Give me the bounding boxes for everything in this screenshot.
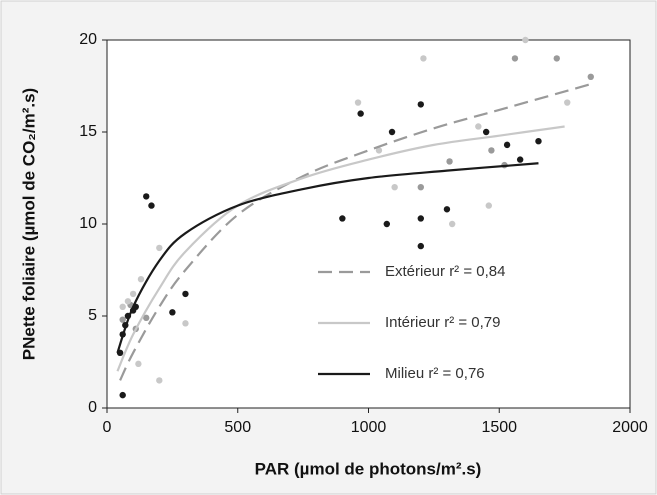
- data-point: [391, 184, 398, 191]
- data-point: [129, 290, 137, 298]
- data-point: [417, 242, 424, 250]
- data-point: [482, 128, 490, 136]
- data-point: [124, 298, 132, 305]
- data-point: [388, 128, 396, 136]
- y-tick-label: 15: [79, 123, 97, 140]
- data-point: [148, 202, 155, 209]
- legend-label: Milieu r² = 0,76: [385, 365, 485, 382]
- data-point: [446, 158, 453, 165]
- data-point: [503, 141, 511, 149]
- data-point: [420, 55, 427, 62]
- legend-label: Extérieur r² = 0,84: [385, 263, 505, 280]
- data-point: [143, 193, 150, 200]
- data-point: [375, 147, 383, 154]
- legend-label: Intérieur r² = 0,79: [385, 314, 500, 331]
- x-tick-label: 2000: [612, 419, 648, 436]
- x-tick-label: 0: [103, 419, 112, 436]
- data-point: [137, 276, 145, 283]
- data-point: [119, 303, 126, 310]
- data-point: [417, 215, 424, 222]
- data-point: [443, 206, 451, 213]
- data-point: [182, 290, 189, 298]
- data-point: [553, 55, 560, 62]
- data-point: [511, 55, 519, 62]
- data-point: [135, 360, 142, 368]
- x-axis-label: PAR (µmol de photons/m².s): [255, 459, 482, 478]
- data-point: [564, 99, 571, 106]
- data-point: [182, 320, 189, 327]
- fit-curve: [116, 162, 539, 354]
- data-point: [516, 156, 524, 163]
- plot-area: [106, 39, 631, 409]
- data-point: [354, 99, 362, 106]
- data-point: [417, 101, 424, 108]
- y-tick-label: 20: [79, 31, 97, 48]
- data-point: [357, 110, 364, 117]
- data-point: [475, 123, 482, 130]
- data-point: [383, 220, 391, 228]
- data-point: [156, 377, 163, 384]
- data-point: [485, 202, 492, 209]
- y-tick-label: 10: [79, 215, 97, 232]
- data-point: [535, 138, 542, 145]
- data-point: [156, 244, 163, 252]
- data-point: [448, 220, 456, 228]
- data-point: [169, 309, 176, 316]
- data-point: [339, 215, 346, 222]
- data-point: [417, 184, 424, 191]
- data-point: [522, 36, 529, 44]
- y-tick-label: 0: [88, 399, 97, 416]
- data-point: [119, 316, 126, 323]
- y-axis-label: PNette foliaire (µmol de CO₂/m².s): [19, 88, 38, 360]
- x-tick-label: 500: [224, 419, 251, 436]
- data-point: [488, 147, 495, 154]
- fit-curve: [116, 125, 565, 372]
- y-tick-label: 5: [88, 307, 97, 324]
- data-point: [119, 391, 126, 399]
- x-tick-label: 1500: [481, 419, 517, 436]
- x-tick-label: 1000: [351, 419, 387, 436]
- data-point: [143, 314, 150, 322]
- data-point: [587, 73, 594, 81]
